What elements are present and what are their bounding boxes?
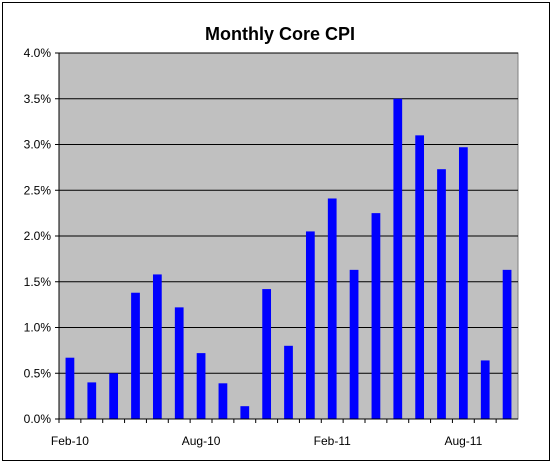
y-tick-label: 1.0%: [24, 321, 52, 335]
bar-jul-10: [174, 307, 184, 419]
bar-may-11: [393, 98, 403, 419]
bar-feb-10: [65, 357, 75, 419]
x-tick-label: Aug-10: [182, 434, 221, 448]
bar-sep-11: [480, 360, 490, 419]
bar-apr-10: [109, 373, 119, 419]
chart-frame: Monthly Core CPI 0.0% 0.5% 1.0% 1.5% 2.0% 2.5…: [2, 2, 550, 461]
y-tick-label: 3.5%: [24, 92, 52, 106]
bar-chart: Monthly Core CPI 0.0% 0.5% 1.0% 1.5% 2.0% 2.5…: [24, 24, 519, 448]
chart-title: Monthly Core CPI: [205, 24, 355, 44]
x-tick-label: Aug-11: [444, 434, 482, 448]
y-tick-label: 3.0%: [24, 138, 52, 152]
bar-apr-11: [371, 213, 381, 419]
bar-jun-11: [415, 135, 425, 419]
bar-sep-10: [218, 383, 228, 419]
y-tick-label: 1.5%: [24, 275, 52, 289]
bar-oct-10: [240, 406, 250, 419]
x-axis-ticks: Feb-10 Aug-10 Feb-11 Aug-11: [51, 419, 497, 448]
y-tick-label: 4.0%: [24, 46, 52, 60]
x-tick-label: Feb-10: [51, 434, 89, 448]
y-tick-label: 0.5%: [24, 366, 52, 380]
bar-nov-10: [262, 289, 272, 419]
bar-jul-11: [437, 169, 446, 419]
y-tick-label: 0.0%: [24, 412, 52, 426]
bar-aug-11: [458, 147, 468, 419]
x-tick-label: Feb-11: [314, 434, 351, 448]
bar-oct-11: [502, 269, 512, 419]
bar-feb-11: [327, 198, 337, 419]
y-tick-label: 2.5%: [24, 183, 52, 197]
bar-may-10: [131, 292, 140, 419]
y-axis-ticks: 0.0% 0.5% 1.0% 1.5% 2.0% 2.5% 3.0% 3.5% 4.0%: [24, 46, 518, 426]
bar-jan-11: [305, 231, 315, 419]
bar-dec-10: [284, 345, 293, 419]
bar-mar-11: [349, 269, 359, 419]
bar-aug-10: [196, 353, 206, 419]
y-tick-label: 2.0%: [24, 229, 52, 243]
bar-jun-10: [152, 274, 162, 419]
bars: [65, 98, 512, 419]
bar-mar-10: [87, 382, 97, 419]
